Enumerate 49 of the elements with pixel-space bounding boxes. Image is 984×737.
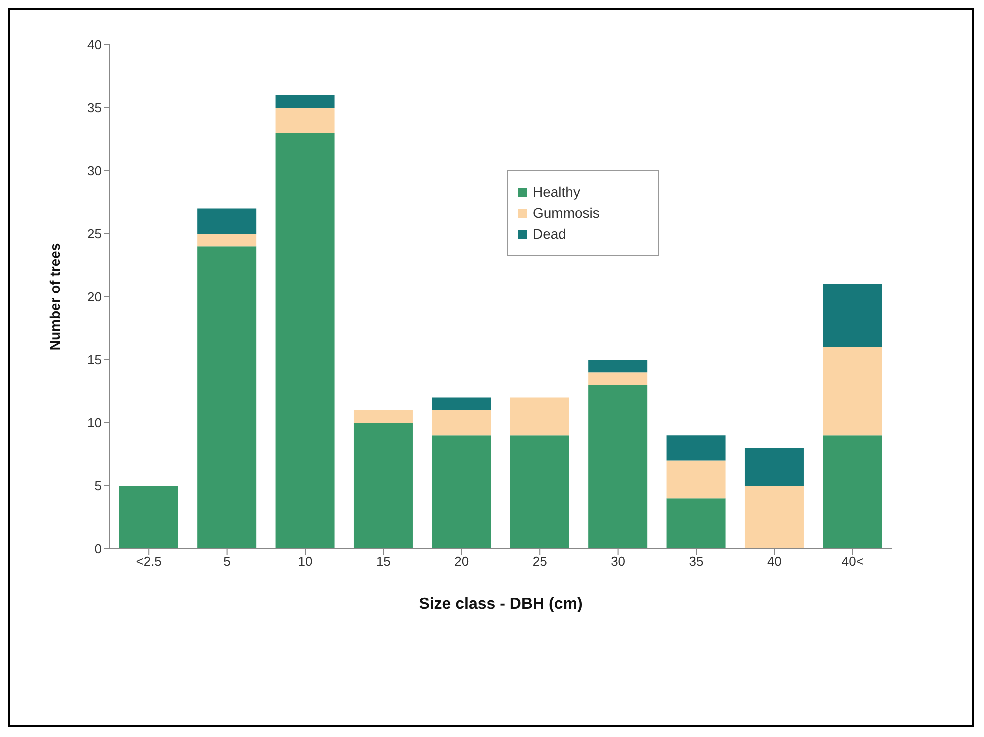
x-axis-title: Size class - DBH (cm) <box>419 596 583 613</box>
y-tick-label: 10 <box>88 416 102 431</box>
bar <box>666 460 726 499</box>
x-tick-label: 5 <box>224 554 231 570</box>
x-tick-label: 20 <box>454 554 470 570</box>
bar <box>588 360 648 373</box>
bar <box>198 208 257 234</box>
x-tick-label: 15 <box>376 554 391 570</box>
y-tick-label: 35 <box>88 100 102 116</box>
bar <box>432 436 492 549</box>
bar <box>354 410 413 423</box>
bar <box>432 410 492 436</box>
y-tick-label: 20 <box>88 290 102 305</box>
bar <box>198 246 257 549</box>
legend-label: Gummosis <box>533 205 600 221</box>
y-tick-label: 25 <box>88 226 102 242</box>
y-tick-label: 0 <box>94 542 102 557</box>
bar <box>588 372 648 386</box>
x-tick-label: 40< <box>842 554 864 570</box>
x-tick-label: 10 <box>298 554 313 570</box>
bar <box>276 108 335 134</box>
y-axis-title: Number of trees <box>46 243 63 351</box>
bar <box>432 398 492 410</box>
legend-label: Healthy <box>533 184 580 200</box>
bar <box>823 284 882 348</box>
bar <box>823 347 882 436</box>
x-tick-label: 40 <box>767 554 782 570</box>
bar <box>588 385 648 549</box>
bar <box>666 498 726 549</box>
bar <box>510 398 570 436</box>
x-tick-label: 25 <box>532 554 548 570</box>
bar <box>198 234 257 247</box>
bar <box>510 436 570 549</box>
legend-label: Dead <box>533 226 566 242</box>
x-tick-label: 35 <box>689 554 704 570</box>
y-tick-label: 15 <box>88 352 102 368</box>
bar <box>119 486 178 549</box>
x-tick-label: <2.5 <box>136 554 162 570</box>
bar <box>276 95 335 108</box>
y-tick-label: 5 <box>94 478 102 494</box>
bar <box>744 448 804 486</box>
bar <box>823 436 882 549</box>
bar <box>276 133 335 549</box>
bar <box>744 486 804 549</box>
y-tick-label: 40 <box>88 38 102 53</box>
x-tick-label: 30 <box>611 554 626 570</box>
bar <box>354 423 413 549</box>
y-tick-label: 30 <box>88 164 102 179</box>
bar <box>666 436 726 461</box>
